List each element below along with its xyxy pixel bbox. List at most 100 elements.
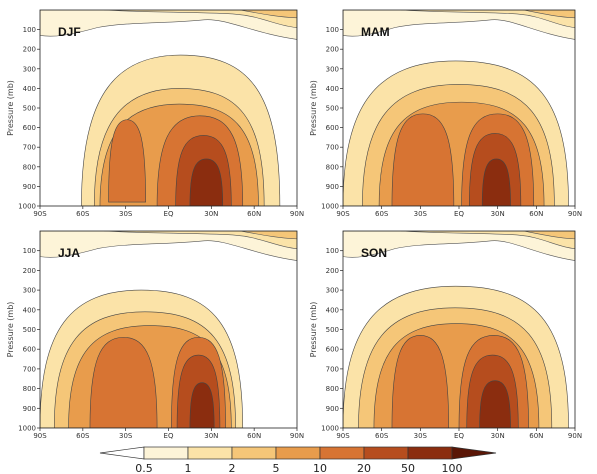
colorbar: 0.5 1 2 5 10 20 50 100 (99, 446, 497, 474)
y-tick-label: 300 (23, 287, 36, 295)
x-tick-label: 30S (119, 210, 133, 218)
x-tick-label: 90N (568, 432, 582, 440)
contour-band (400, 10, 575, 28)
y-tick-label: 200 (326, 267, 339, 275)
colorbar-lower-triangle (99, 446, 145, 460)
y-tick-label: 500 (326, 326, 339, 334)
contour-band (104, 231, 297, 250)
y-tick-label: 600 (23, 124, 36, 132)
colorbar-swatch (363, 446, 409, 460)
y-tick-label: 500 (23, 105, 36, 113)
y-tick-label: 500 (23, 326, 36, 334)
y-tick-label: 800 (23, 385, 36, 393)
y-tick-label: 100 (326, 26, 339, 34)
contour-band (343, 231, 575, 261)
y-tick-label: 200 (23, 46, 36, 54)
x-tick-label: EQ (164, 210, 174, 218)
y-tick-label: 700 (23, 144, 36, 152)
y-tick-label: 400 (326, 85, 339, 93)
y-tick-label: 500 (326, 105, 339, 113)
x-tick-label: 60S (76, 210, 90, 218)
contour-band (391, 335, 449, 428)
x-tick-label: EQ (454, 210, 464, 218)
season-label: SON (361, 246, 387, 260)
colorbar-label: 100 (442, 462, 463, 474)
y-tick-label: 900 (326, 183, 339, 191)
y-tick-label: 400 (23, 85, 36, 93)
colorbar-label: 20 (357, 462, 371, 474)
y-tick-label: 100 (23, 26, 36, 34)
x-tick-label: 90N (290, 432, 304, 440)
x-tick-label: 90N (568, 210, 582, 218)
y-tick-label: 700 (326, 365, 339, 373)
colorbar-upper-triangle (451, 446, 497, 460)
contour-band (523, 231, 575, 240)
x-tick-label: 60S (375, 432, 389, 440)
x-tick-label: 30N (204, 432, 218, 440)
y-tick-label: 300 (326, 287, 339, 295)
y-tick-label: 300 (326, 65, 339, 73)
colorbar-swatch (407, 446, 453, 460)
y-tick-label: 200 (326, 46, 339, 54)
y-axis-label: Pressure (mb) (309, 302, 318, 358)
x-tick-label: 60S (375, 210, 389, 218)
contour-band (391, 113, 455, 206)
x-tick-label: 30N (491, 210, 505, 218)
contour-band (40, 10, 297, 40)
y-axis-label: Pressure (mb) (6, 302, 15, 358)
y-tick-label: 1000 (18, 203, 36, 211)
y-tick-label: 700 (23, 365, 36, 373)
x-tick-label: 60N (529, 210, 543, 218)
x-tick-label: 60N (529, 432, 543, 440)
x-tick-label: EQ (164, 432, 174, 440)
x-tick-label: 90S (33, 432, 47, 440)
season-label: DJF (58, 25, 81, 39)
y-tick-label: 800 (23, 163, 36, 171)
y-tick-label: 1000 (321, 425, 339, 433)
y-tick-label: 400 (23, 306, 36, 314)
contour-band (104, 10, 297, 28)
x-tick-label: 30N (204, 210, 218, 218)
contour-band (189, 158, 224, 206)
contour-band (108, 119, 146, 203)
y-tick-label: 300 (23, 65, 36, 73)
y-tick-label: 200 (23, 267, 36, 275)
contour-band (239, 231, 297, 240)
season-label: MAM (361, 25, 390, 39)
colorbar-label: 50 (401, 462, 415, 474)
contour-band (189, 382, 215, 428)
contour-band (481, 158, 511, 206)
y-axis-label: Pressure (mb) (6, 80, 15, 136)
y-tick-label: 1000 (18, 425, 36, 433)
contour-band (89, 337, 158, 428)
x-tick-label: 90S (33, 210, 47, 218)
colorbar-swatch (143, 446, 189, 460)
season-label: JJA (58, 246, 80, 260)
colorbar-swatch (187, 446, 233, 460)
y-tick-label: 700 (326, 144, 339, 152)
x-tick-label: 30S (119, 432, 133, 440)
y-tick-label: 800 (326, 163, 339, 171)
y-tick-label: 600 (326, 346, 339, 354)
contour-band (40, 231, 297, 261)
x-tick-label: 30S (414, 432, 428, 440)
contour-band (523, 10, 575, 19)
y-tick-label: 100 (23, 247, 36, 255)
y-axis-label: Pressure (mb) (309, 80, 318, 136)
y-tick-label: 1000 (321, 203, 339, 211)
y-tick-label: 600 (326, 124, 339, 132)
y-tick-label: 900 (23, 405, 36, 413)
y-tick-label: 600 (23, 346, 36, 354)
x-tick-label: 60N (247, 432, 261, 440)
colorbar-swatch (319, 446, 365, 460)
colorbar-label: 10 (313, 462, 327, 474)
x-tick-label: 60N (247, 210, 261, 218)
x-tick-label: 60S (76, 432, 90, 440)
x-tick-label: 90S (336, 210, 350, 218)
colorbar-label: 5 (273, 462, 280, 474)
